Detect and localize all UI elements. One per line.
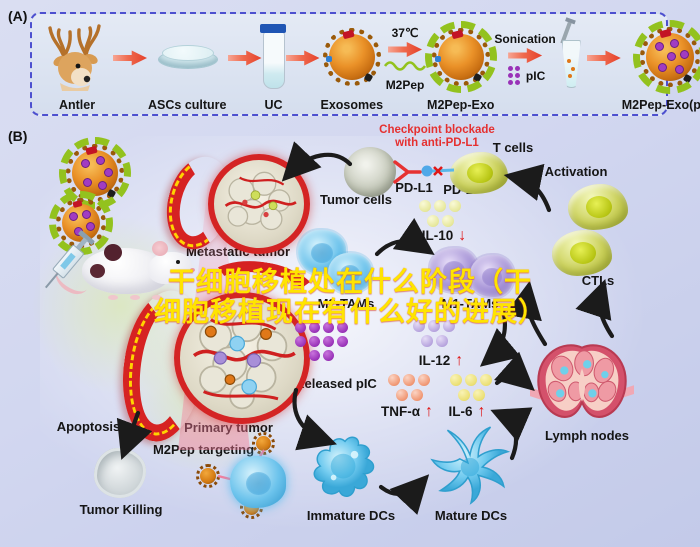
il12-dots-icon (408, 318, 460, 348)
pic-label: pIC (525, 68, 546, 83)
step-exosomes: Exosomes (320, 18, 384, 112)
step-ascs-culture: ASCs culture (148, 18, 227, 112)
tnf-label: TNF-α ↑ (352, 403, 462, 420)
tumor-cell-icon (344, 147, 396, 197)
sonication-label: Sonication (494, 32, 556, 46)
arrow-right-icon (508, 48, 543, 63)
step-antler: Antler (42, 18, 112, 112)
mature-dc-icon (424, 424, 516, 511)
checkpoint-line2: with anti-PD-L1 (395, 137, 479, 149)
primary-tumor-icon (113, 282, 310, 447)
ctl-cell-icon (568, 184, 628, 230)
antler-label: Antler (58, 98, 96, 112)
arrow-right-icon (586, 50, 621, 66)
immature-dcs-label: Immature DCs (306, 508, 396, 523)
m2-tam-cell-icon (328, 253, 372, 293)
m2pep-exosome-icon (424, 21, 497, 93)
anti-pd-l1-antibody-icon (392, 158, 458, 191)
injected-exosome-icon (59, 137, 131, 209)
injected-exosome-icon (49, 191, 113, 255)
m2pep-exo-pic-icon (632, 20, 700, 94)
step-uc: UC (259, 18, 286, 112)
m2pep-targeting-group (194, 432, 298, 520)
pd-l1-label: PD-L1 (395, 180, 433, 195)
il12-text: IL-12 (418, 353, 451, 368)
petri-dish-icon (158, 45, 219, 69)
m2pep-wave-icon (383, 59, 427, 77)
sonication-arrow: Sonication pIC (494, 32, 556, 86)
up-arrow-icon: ↑ (455, 352, 464, 369)
il10-dots-icon (414, 198, 466, 228)
tumor-cells-label: Tumor cells (319, 192, 392, 207)
up-arrow-icon: ↑ (477, 403, 486, 420)
m2pep-label: M2Pep (385, 78, 425, 92)
arrow-right-icon (227, 50, 262, 66)
watermark-line1: 干细胞移植处在什么阶段（干 (168, 267, 532, 297)
mature-dcs-label: Mature DCs (434, 508, 508, 523)
tnf-dots-icon (384, 372, 434, 402)
panel-a-label: (A) (8, 8, 28, 24)
down-arrow-icon: ↓ (458, 227, 467, 244)
centrifuge-tube-icon (259, 24, 286, 89)
panel-b-label: (B) (8, 128, 28, 144)
checkpoint-blockade-text: Checkpoint blockade with anti-PD-L1 (352, 124, 522, 150)
checkpoint-line1: Checkpoint blockade (379, 124, 495, 136)
sonication-tube-icon (556, 21, 586, 88)
temperature-label: 37℃ (391, 26, 419, 40)
apoptosis-label: Apoptosis (56, 419, 121, 434)
m2pep-exo-label: M2Pep-Exo (427, 98, 495, 112)
arrow-right-icon (388, 42, 423, 57)
panel-b-mechanism: (B) (0, 120, 700, 547)
tnf-text: TNF-α (380, 404, 421, 419)
targeted-m2-cell-icon (230, 456, 286, 508)
arrow-right-icon (113, 50, 147, 66)
lymph-node-icon (526, 338, 638, 433)
arrow-right-icon (285, 50, 320, 66)
il12-label: IL-12 ↑ (398, 352, 484, 369)
il6-label: IL-6 ↑ (424, 403, 510, 420)
tumor-killing-label: Tumor Killing (79, 502, 163, 517)
il6-text: IL-6 (448, 404, 473, 419)
pic-dots-icon (505, 65, 523, 86)
exosomes-label: Exosomes (320, 98, 384, 112)
released-pic-dots-icon (292, 320, 350, 362)
panel-a-workflow: Antler ASCs culture UC Exosomes 37℃ M2Pe… (30, 12, 700, 116)
step-m2pep-exo-pic: M2Pep-Exo(pIC) (622, 18, 700, 112)
lymph-nodes-label: Lymph nodes (544, 428, 630, 443)
m1-tams-label: M1-TAMs (441, 296, 499, 311)
mini-exosome-icon (252, 432, 275, 455)
up-arrow-icon: ↑ (425, 403, 434, 420)
il10-text: IL-10 (421, 228, 454, 243)
il10-label: IL-10 ↓ (408, 227, 480, 244)
exosome-icon (322, 28, 381, 86)
t-cell-icon (450, 152, 508, 194)
deer-antler-icon (42, 19, 112, 96)
m2pep-exo-pic-label: M2Pep-Exo(pIC) (621, 98, 700, 112)
released-pic-label: Released pIC (295, 376, 377, 391)
ascs-culture-label: ASCs culture (148, 98, 227, 112)
ctl-cell-icon (552, 230, 612, 276)
primary-tumor-label: Primary tumor (184, 420, 273, 435)
t-cells-label: T cells (492, 140, 534, 155)
activation-label: Activation (544, 164, 608, 179)
step-sonication-tube (556, 18, 586, 112)
incubation-arrow: 37℃ M2Pep (383, 26, 427, 92)
uc-label: UC (264, 98, 283, 112)
il6-dots-icon (446, 372, 496, 402)
watermark-line2: 细胞移植现在有什么好的进展） (154, 297, 546, 327)
m2pep-targeting-label: M2Pep targeting (152, 442, 254, 457)
mouse-icon (50, 232, 208, 306)
step-m2pep-exo: M2Pep-Exo (424, 18, 497, 112)
m2-tams-label: M2-TAMs (317, 296, 375, 311)
immature-dc-icon (306, 430, 384, 511)
